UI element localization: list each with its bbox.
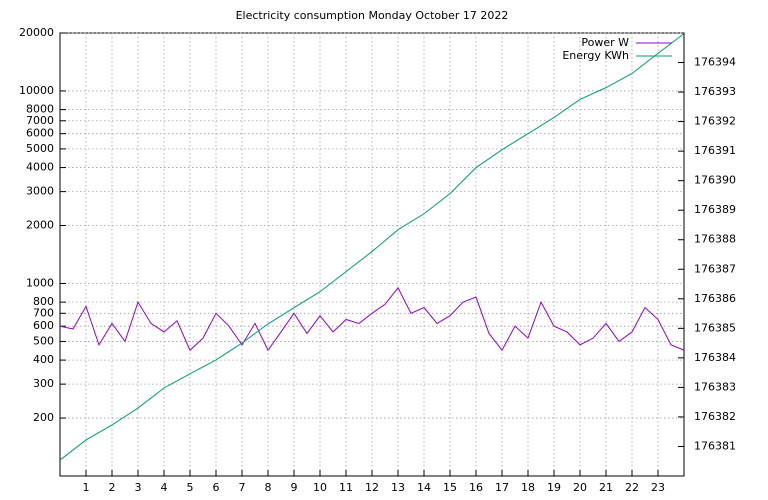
x-tick-label: 2 bbox=[109, 481, 116, 494]
y-tick-label: 500 bbox=[33, 334, 54, 347]
y2-tick-label: 176382 bbox=[694, 410, 736, 423]
x-tick-label: 14 bbox=[417, 481, 431, 494]
x-tick-label: 23 bbox=[651, 481, 665, 494]
y2-tick-label: 176390 bbox=[694, 174, 736, 187]
y-tick-label: 400 bbox=[33, 353, 54, 366]
y-tick-label: 3000 bbox=[26, 185, 54, 198]
y-tick-label: 20000 bbox=[19, 26, 54, 39]
y-tick-label: 200 bbox=[33, 411, 54, 424]
y2-tick-label: 176381 bbox=[694, 439, 736, 452]
legend-label: Energy KWh bbox=[562, 49, 629, 62]
x-tick-label: 16 bbox=[469, 481, 483, 494]
x-tick-label: 17 bbox=[495, 481, 509, 494]
x-tick-label: 9 bbox=[291, 481, 298, 494]
y2-tick-label: 176385 bbox=[694, 321, 736, 334]
x-tick-label: 22 bbox=[625, 481, 639, 494]
y-tick-label: 800 bbox=[33, 295, 54, 308]
x-tick-label: 21 bbox=[599, 481, 613, 494]
x-tick-label: 1 bbox=[83, 481, 90, 494]
x-tick-label: 5 bbox=[187, 481, 194, 494]
y-tick-label: 8000 bbox=[26, 103, 54, 116]
x-tick-label: 10 bbox=[313, 481, 327, 494]
y2-tick-label: 176391 bbox=[694, 144, 736, 157]
x-tick-label: 6 bbox=[213, 481, 220, 494]
legend-label: Power W bbox=[581, 36, 629, 49]
series-line bbox=[59, 286, 685, 352]
y-tick-label: 5000 bbox=[26, 142, 54, 155]
chart-title: Electricity consumption Monday October 1… bbox=[236, 9, 509, 22]
y2-tick-label: 176394 bbox=[694, 56, 736, 69]
x-tick-label: 19 bbox=[547, 481, 561, 494]
x-tick-label: 12 bbox=[365, 481, 379, 494]
y-tick-label: 300 bbox=[33, 377, 54, 390]
y-tick-label: 600 bbox=[33, 319, 54, 332]
x-tick-label: 13 bbox=[391, 481, 405, 494]
y2-tick-label: 176393 bbox=[694, 85, 736, 98]
x-tick-label: 15 bbox=[443, 481, 457, 494]
y-tick-label: 6000 bbox=[26, 127, 54, 140]
y2-tick-label: 176383 bbox=[694, 380, 736, 393]
series-line bbox=[59, 33, 685, 461]
y2-tick-label: 176388 bbox=[694, 233, 736, 246]
y-tick-label: 10000 bbox=[19, 84, 54, 97]
x-tick-label: 4 bbox=[161, 481, 168, 494]
y2-tick-label: 176384 bbox=[694, 351, 736, 364]
y-tick-label: 1000 bbox=[26, 276, 54, 289]
x-tick-label: 8 bbox=[265, 481, 272, 494]
x-tick-label: 20 bbox=[573, 481, 587, 494]
y-tick-label: 700 bbox=[33, 306, 54, 319]
y2-tick-label: 176387 bbox=[694, 262, 736, 275]
x-tick-label: 11 bbox=[339, 481, 353, 494]
y2-tick-label: 176392 bbox=[694, 115, 736, 128]
y-tick-label: 7000 bbox=[26, 114, 54, 127]
x-tick-label: 3 bbox=[135, 481, 142, 494]
y-tick-label: 4000 bbox=[26, 161, 54, 174]
y2-tick-label: 176389 bbox=[694, 203, 736, 216]
y-tick-label: 2000 bbox=[26, 219, 54, 232]
y2-tick-label: 176386 bbox=[694, 292, 736, 305]
x-tick-label: 18 bbox=[521, 481, 535, 494]
x-tick-label: 7 bbox=[239, 481, 246, 494]
